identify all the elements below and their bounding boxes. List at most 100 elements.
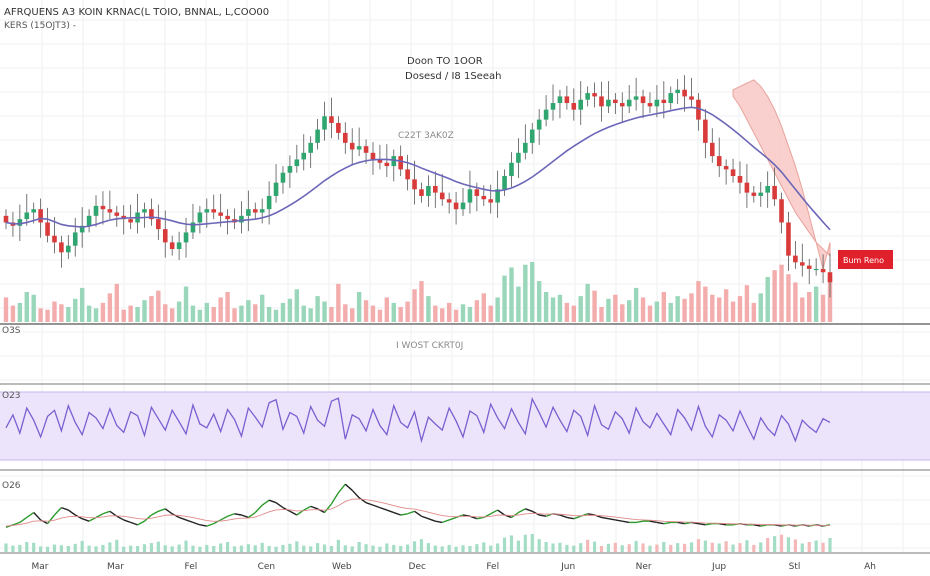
volume-bar <box>571 305 576 322</box>
macd-histogram-bar <box>766 538 770 552</box>
macd-histogram-bar <box>717 543 721 552</box>
volume-bar <box>474 300 480 322</box>
candle <box>460 187 466 216</box>
volume-bar <box>453 309 459 322</box>
volume-bar <box>703 286 708 322</box>
candle <box>467 170 473 214</box>
candle <box>156 204 161 241</box>
volume-bar <box>398 307 403 322</box>
volume-bar <box>516 286 521 322</box>
volume-bar <box>17 302 23 322</box>
macd-line-segment <box>53 507 62 516</box>
candle <box>246 190 251 232</box>
volume-bar <box>488 305 493 322</box>
x-axis-label: Web <box>332 562 352 572</box>
macd-histogram-bar <box>260 542 264 552</box>
candle-body <box>301 152 307 160</box>
macd-histogram-bar <box>198 546 202 552</box>
volume-bar <box>800 297 805 322</box>
candle-body <box>689 96 694 100</box>
volume-bar <box>633 287 639 322</box>
macd-histogram-bar <box>523 534 527 552</box>
volume-bar <box>135 307 140 322</box>
volume-bar <box>79 287 85 322</box>
macd-histogram-bar <box>475 544 479 552</box>
macd-histogram-bar <box>378 546 382 552</box>
volume-bar <box>107 293 113 322</box>
macd-histogram-bar <box>59 545 63 552</box>
macd-line-segment <box>213 519 221 525</box>
candle-body <box>633 96 639 100</box>
macd-histogram-bar <box>142 544 147 552</box>
macd-histogram-bar <box>468 546 472 552</box>
macd-histogram-bar <box>676 543 680 552</box>
macd-histogram-bar <box>669 544 673 552</box>
volume-bar <box>689 293 694 322</box>
macd-histogram-bar <box>94 546 98 552</box>
macd-histogram-bar <box>253 545 257 552</box>
candle <box>446 192 452 214</box>
candle-body <box>342 132 348 143</box>
macd-histogram-bar <box>25 542 29 552</box>
volume-bar <box>211 307 216 322</box>
volume-bar <box>813 286 819 322</box>
x-axis-label: Jun <box>560 562 575 572</box>
macd-line-segment <box>719 522 727 526</box>
volume-bar <box>3 297 9 322</box>
candle-body <box>765 185 770 193</box>
macd-line-segment <box>566 516 574 520</box>
candle-body <box>197 212 203 223</box>
candle <box>564 85 570 110</box>
macd-histogram-bar <box>586 539 590 552</box>
macd-histogram-bar <box>800 543 804 552</box>
candle <box>259 198 265 224</box>
candle <box>439 174 445 206</box>
volume-bar <box>599 307 604 322</box>
candle <box>495 170 500 218</box>
candle-body <box>412 179 417 190</box>
macd-histogram-bar <box>122 546 126 552</box>
macd-histogram-bar <box>149 543 154 552</box>
candle-body <box>737 176 743 183</box>
candle-body <box>578 99 584 110</box>
macd-histogram-bar <box>710 542 714 552</box>
candle-body <box>149 209 154 220</box>
volume-bar <box>59 304 64 322</box>
volume-bar <box>356 292 362 322</box>
macd-line-segment <box>26 511 35 519</box>
rsi-polyline <box>5 396 831 444</box>
volume-bar <box>86 305 92 322</box>
x-axis-label: Fel <box>486 562 499 572</box>
macd-histogram-bar <box>329 546 334 552</box>
macd-histogram-bar <box>786 537 791 552</box>
candle <box>696 93 701 131</box>
volume-bar <box>377 309 383 322</box>
candle-body <box>786 222 791 256</box>
candle <box>626 85 632 113</box>
candle <box>536 109 542 145</box>
volume-bar <box>495 297 500 322</box>
candle <box>453 191 459 225</box>
volume-bar <box>654 301 660 322</box>
macd-line-segment <box>421 515 429 520</box>
macd-histogram-bar <box>752 544 756 552</box>
candle <box>723 159 729 185</box>
macd-histogram-bar <box>4 543 8 552</box>
candle-body <box>502 176 507 190</box>
macd-histogram-bar <box>73 543 77 552</box>
candle-body <box>675 89 680 94</box>
macd-line-segment <box>289 510 298 516</box>
macd-histogram-bar <box>246 544 250 552</box>
candle-body <box>668 93 674 104</box>
candle-body <box>349 142 355 150</box>
macd-histogram-bar <box>793 539 797 552</box>
candle <box>308 136 313 169</box>
candle <box>744 164 750 208</box>
volume-bar <box>557 294 563 322</box>
candle <box>640 89 646 119</box>
candle-body <box>266 195 272 210</box>
macd-line-segment <box>220 515 228 521</box>
candle <box>377 144 383 170</box>
volume-bar <box>543 292 549 322</box>
macd-line-segment <box>164 508 173 515</box>
